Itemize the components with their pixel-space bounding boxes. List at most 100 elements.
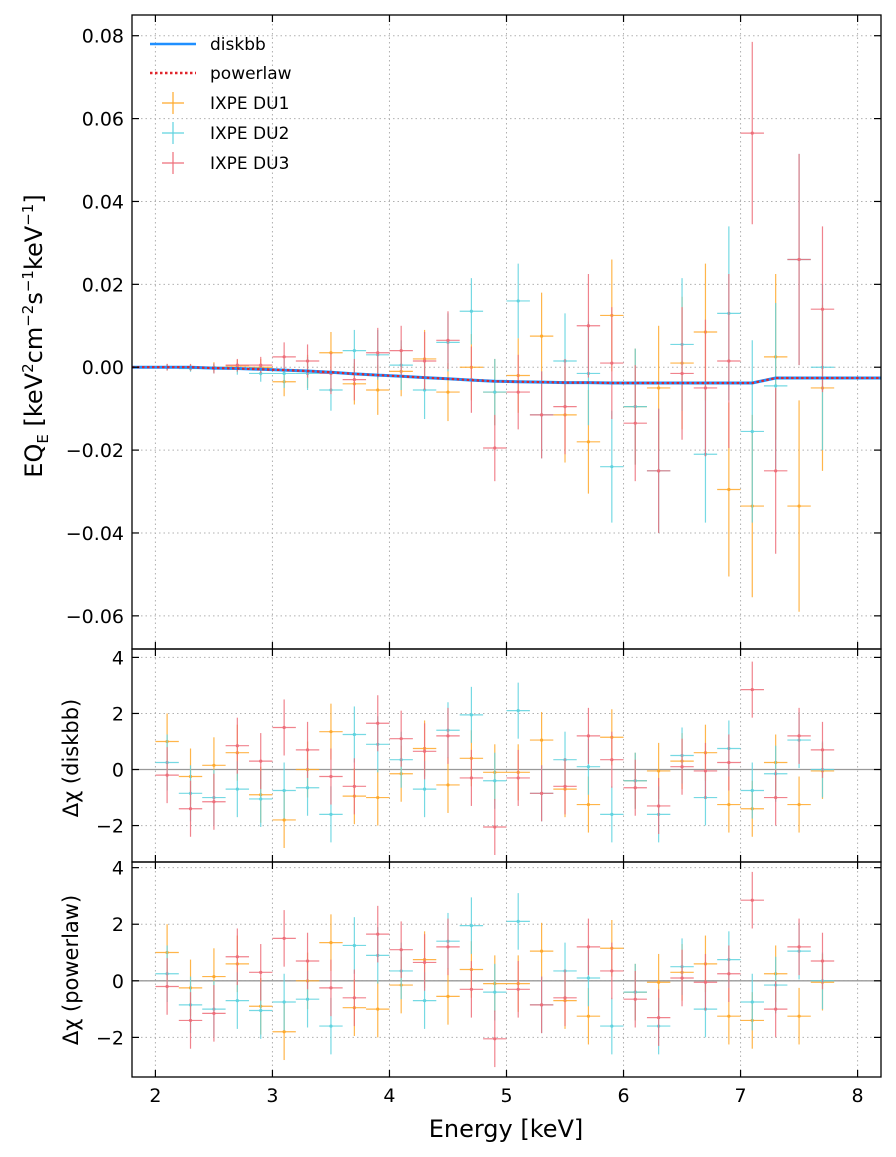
data-point-du2 <box>469 924 473 928</box>
data-point-du1 <box>657 386 661 390</box>
data-point-du3 <box>750 898 754 902</box>
data-point-du2 <box>516 709 520 713</box>
legend-item-du3: IXPE DU3 <box>162 152 289 174</box>
y-tick-label: −0.06 <box>66 606 124 628</box>
data-point-du3 <box>422 960 427 965</box>
data-point-du2 <box>235 787 239 791</box>
data-point-du1 <box>727 1014 731 1018</box>
data-point-du3 <box>446 945 450 949</box>
y-tick-label: 2 <box>112 703 124 725</box>
data-point-du2 <box>329 812 333 816</box>
data-point-du3 <box>235 363 239 367</box>
data-point-du1 <box>329 941 333 945</box>
x-tick-label: 7 <box>735 1085 747 1107</box>
spectrum-panel: 0.08 0.06 0.04 0.02 0.00 −0.02 −0.04 −0.06 <box>66 14 882 650</box>
data-point-du2 <box>750 788 754 793</box>
y-tick-label: −0.02 <box>66 440 124 462</box>
data-point-du1 <box>727 802 731 807</box>
data-point-du1 <box>797 504 801 508</box>
data-point-du2 <box>610 465 614 469</box>
data-point-du3 <box>493 825 497 829</box>
svg-text:IXPE DU1: IXPE DU1 <box>210 94 289 114</box>
data-point-du3 <box>540 413 544 417</box>
data-point-du3 <box>399 737 403 741</box>
data-point-du3 <box>657 804 661 808</box>
data-point-du2 <box>282 1000 286 1004</box>
data-point-du1 <box>586 440 591 444</box>
data-point-du2 <box>305 997 310 1001</box>
data-point-du2 <box>493 779 497 783</box>
legend-item-powerlaw: powerlaw <box>150 64 292 84</box>
data-point-du3 <box>516 390 520 394</box>
data-point-du2 <box>516 919 520 924</box>
data-point-du3 <box>516 987 520 991</box>
data-point-du3 <box>610 361 614 365</box>
data-point-du3 <box>352 378 356 382</box>
data-point-du3 <box>212 800 216 804</box>
data-point-du1 <box>376 795 380 800</box>
data-point-du1 <box>376 388 380 392</box>
x-tick-label: 5 <box>500 1085 512 1107</box>
x-tick-label: 8 <box>852 1085 864 1107</box>
data-point-du1 <box>212 763 216 767</box>
data-point-du3 <box>540 791 544 795</box>
data-point-du2 <box>422 787 427 791</box>
y-tick-label: −0.04 <box>66 523 124 545</box>
y-tick-label: −2 <box>96 816 124 838</box>
data-point-du1 <box>540 949 544 953</box>
data-point-du2 <box>774 384 778 388</box>
data-point-du3 <box>727 972 731 976</box>
x-tick-label: 2 <box>149 1085 161 1107</box>
data-point-du3 <box>633 997 637 1001</box>
data-point-du1 <box>540 738 544 742</box>
data-point-du1 <box>446 994 450 998</box>
data-point-du3 <box>259 363 263 367</box>
data-point-du3 <box>282 355 286 359</box>
data-point-du3 <box>774 469 778 473</box>
legend-item-diskbb: diskbb <box>150 35 266 55</box>
data-point-du1 <box>282 1030 286 1034</box>
data-point-du2 <box>586 765 591 769</box>
y-tick-label: 0 <box>112 971 124 993</box>
data-point-du3 <box>820 307 825 311</box>
legend-item-du1: IXPE DU1 <box>162 92 289 114</box>
data-point-du3 <box>727 359 731 363</box>
model-line-powerlaw <box>132 366 881 385</box>
data-point-du2 <box>259 797 263 801</box>
data-point-du1 <box>727 487 731 492</box>
data-point-du3 <box>703 386 708 390</box>
x-tick-label: 4 <box>383 1085 395 1107</box>
y-tick-label: 0.08 <box>82 26 124 48</box>
data-point-du3 <box>212 1011 216 1015</box>
data-point-du3 <box>657 1015 661 1020</box>
residual-panel-powerlaw: 4 2 0 −2 2 3 4 5 6 7 8 <box>96 858 882 1107</box>
data-point-du3 <box>797 257 801 262</box>
data-point-du3 <box>376 932 380 936</box>
data-point-du2 <box>352 732 356 737</box>
x-tick-label: 3 <box>266 1085 278 1107</box>
data-point-du1 <box>586 1014 591 1018</box>
data-point-du3 <box>259 970 263 974</box>
data-point-du1 <box>797 802 801 807</box>
data-point-du3 <box>399 349 403 353</box>
y-axis-label-diskbb: Δχ (diskbb) <box>59 699 83 817</box>
data-point-du3 <box>329 774 333 779</box>
data-point-du2 <box>610 812 614 816</box>
data-point-du1 <box>657 769 661 773</box>
data-point-du2 <box>586 976 591 980</box>
data-point-du3 <box>633 786 637 790</box>
svg-text:IXPE DU3: IXPE DU3 <box>210 154 289 174</box>
data-point-du3 <box>329 986 333 990</box>
x-tick-label: 6 <box>617 1085 629 1107</box>
data-point-du3 <box>820 959 825 963</box>
data-point-du3 <box>774 1007 778 1011</box>
y-tick-label: 4 <box>112 647 124 669</box>
data-point-du1 <box>446 390 450 394</box>
data-point-du2 <box>422 999 427 1003</box>
data-point-du3 <box>493 446 497 450</box>
data-point-du2 <box>282 788 286 793</box>
data-point-du3 <box>469 987 473 991</box>
legend: diskbb powerlaw IXPE DU1 IXPE DU2 IXPE D… <box>150 35 292 174</box>
data-point-du3 <box>820 748 825 752</box>
data-point-du3 <box>352 784 356 788</box>
